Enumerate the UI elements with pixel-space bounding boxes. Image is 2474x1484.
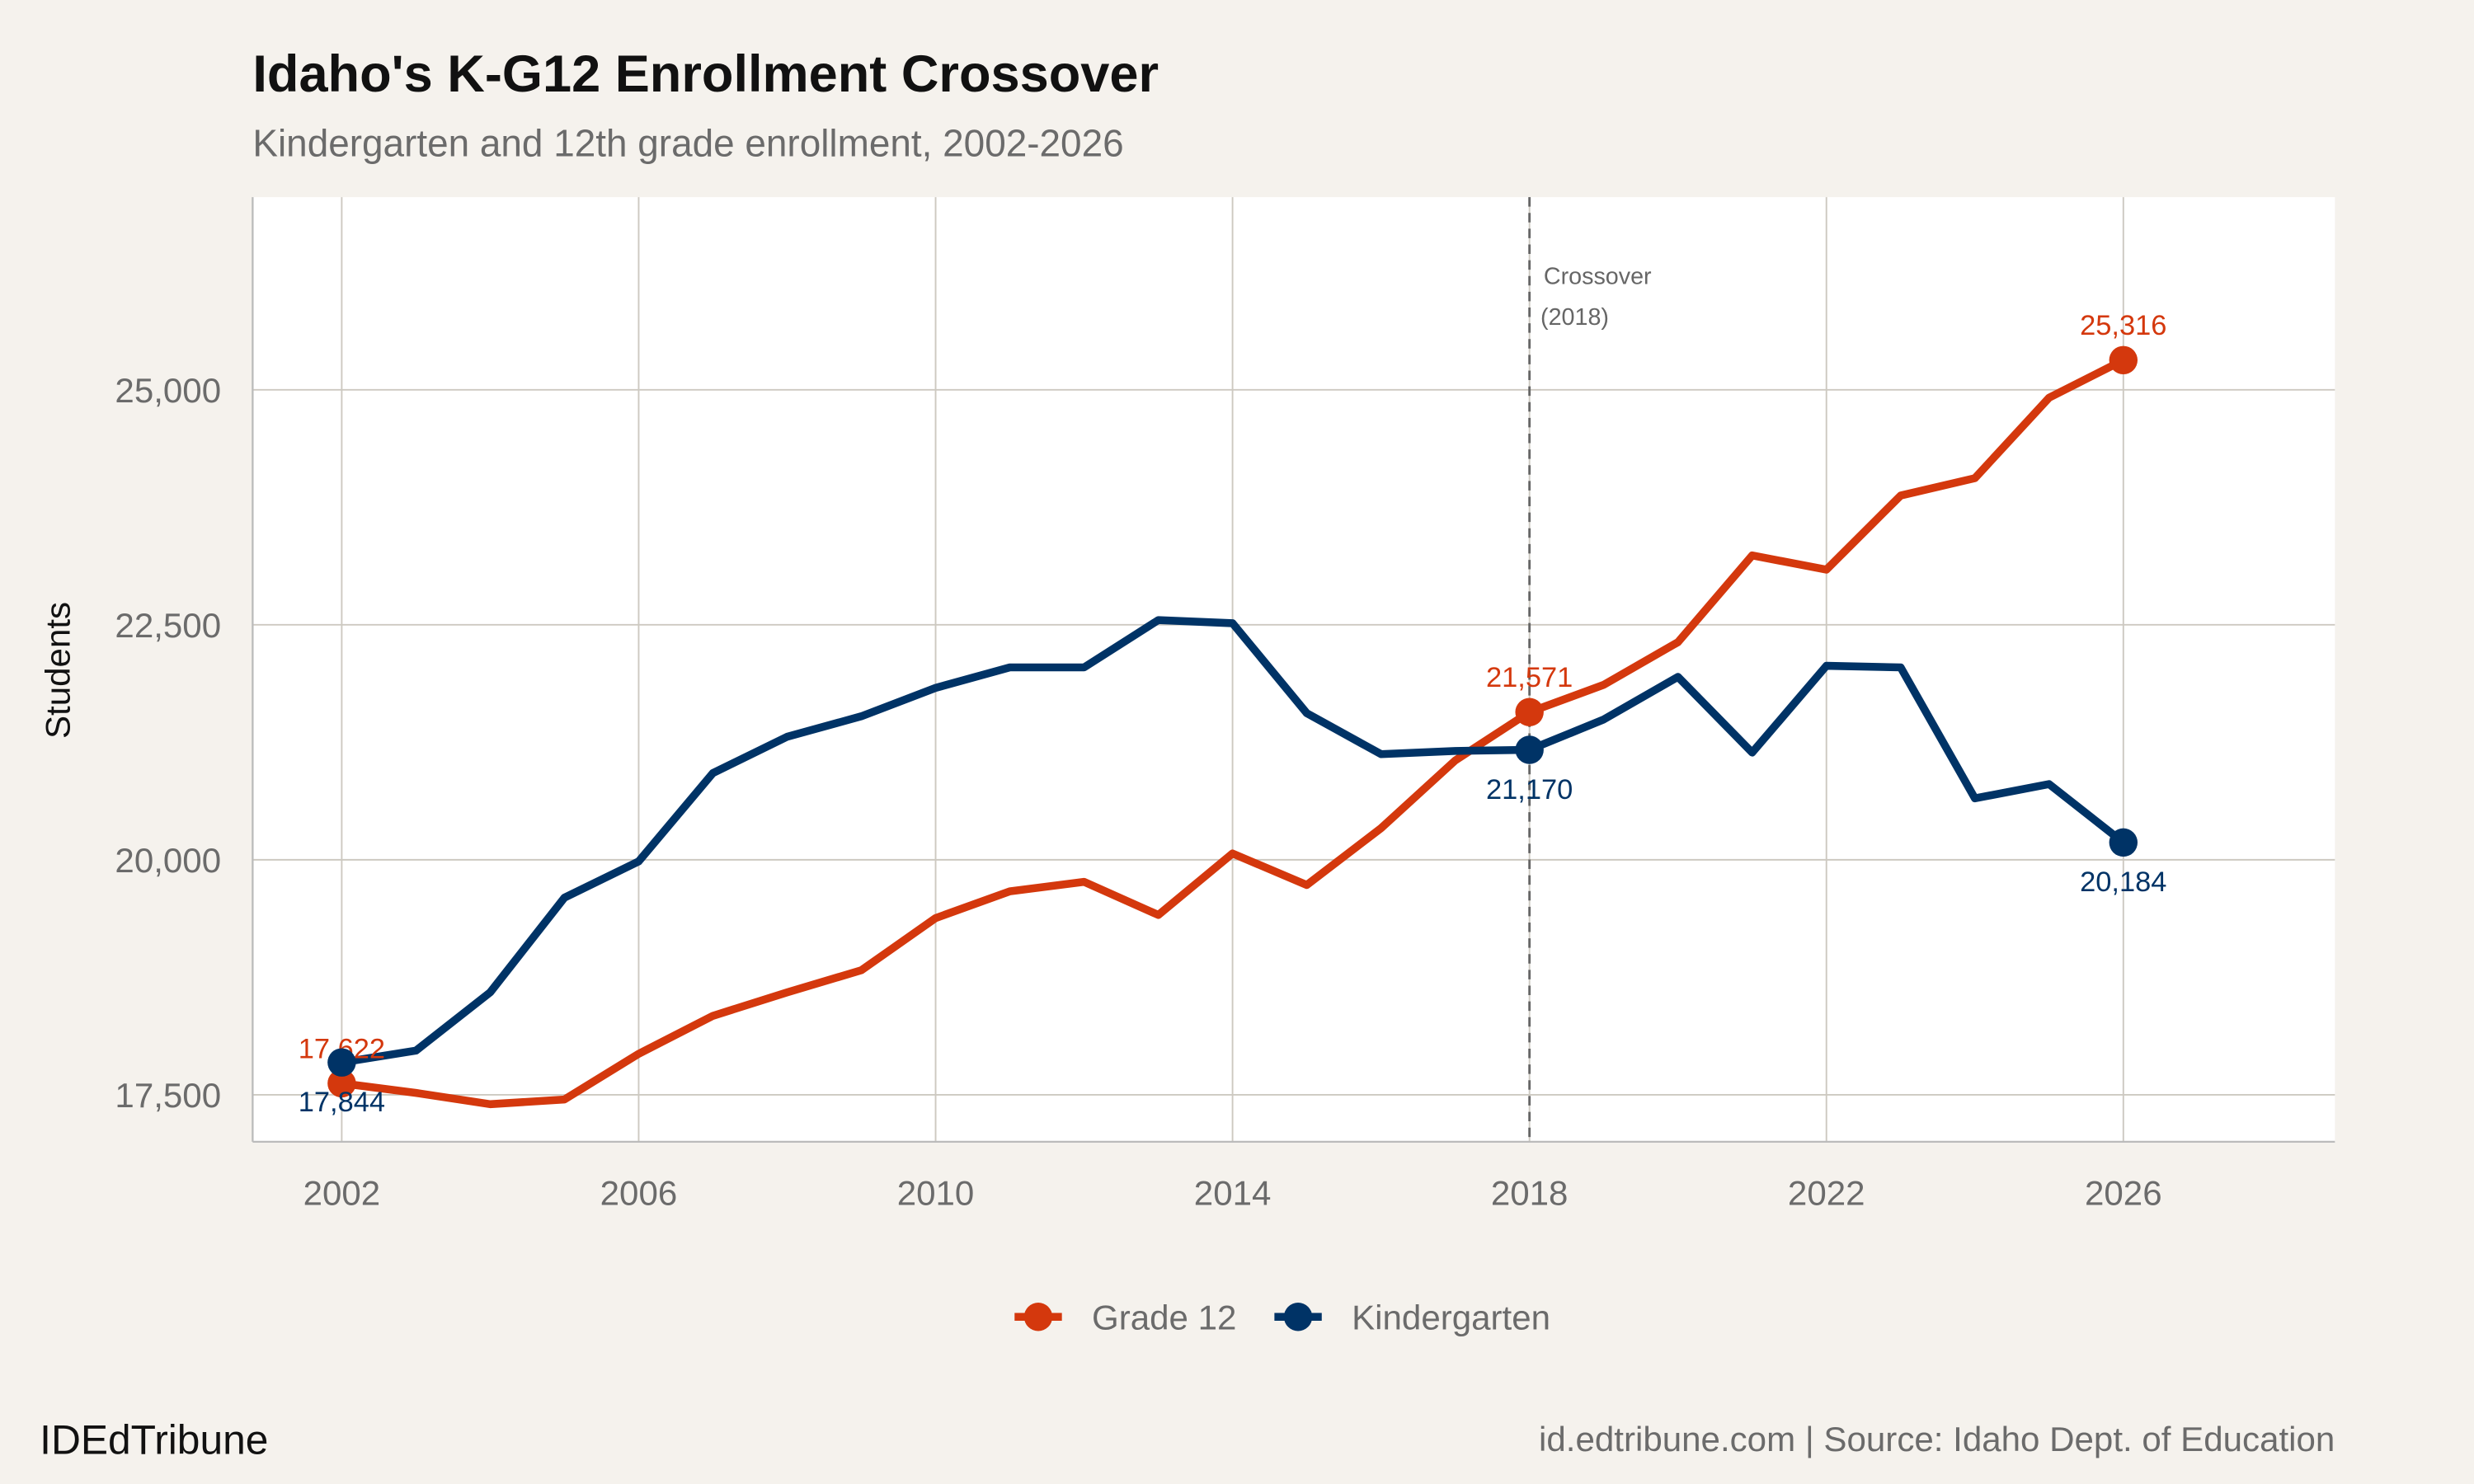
x-tick-label: 2018 <box>1491 1173 1569 1212</box>
data-point <box>1515 697 1544 726</box>
data-point <box>2109 345 2138 375</box>
legend-key-dot <box>1283 1303 1313 1331</box>
x-tick-label: 2014 <box>1194 1173 1272 1212</box>
data-label: 25,316 <box>2080 310 2166 341</box>
crossover-annotation-year: (2018) <box>1540 304 1609 331</box>
data-label: 21,170 <box>1486 774 1573 805</box>
data-label: 20,184 <box>2080 866 2166 898</box>
data-label: 21,571 <box>1486 662 1573 693</box>
crossover-annotation: Crossover <box>1544 263 1652 289</box>
x-tick-label: 2002 <box>303 1173 381 1212</box>
x-tick-label: 2010 <box>897 1173 975 1212</box>
legend-key-dot <box>1023 1303 1053 1331</box>
legend-label: Kindergarten <box>1352 1298 1550 1337</box>
footer-source: id.edtribune.com | Source: Idaho Dept. o… <box>1539 1420 2335 1458</box>
series-line-grade-12 <box>341 356 2125 1109</box>
y-tick-label: 20,000 <box>115 841 221 880</box>
footer-brand: IDEdTribune <box>40 1417 268 1463</box>
data-point <box>327 1048 356 1077</box>
y-axis-label: Students <box>38 602 77 739</box>
data-point <box>327 1068 356 1098</box>
plot-panel <box>252 197 2335 1142</box>
x-tick-label: 2006 <box>600 1173 678 1212</box>
x-tick-label: 2026 <box>2085 1173 2162 1212</box>
chart-subtitle: Kindergarten and 12th grade enrollment, … <box>252 121 1123 164</box>
y-tick-label: 25,000 <box>115 371 221 410</box>
y-tick-label: 22,500 <box>115 606 221 645</box>
chart-title: Idaho's K-G12 Enrollment Crossover <box>252 45 1159 103</box>
legend: Grade 12 Kindergarten <box>1014 1298 1550 1337</box>
data-point <box>2109 828 2138 857</box>
legend-label: Grade 12 <box>1092 1298 1236 1337</box>
data-point <box>1515 735 1544 764</box>
y-tick-label: 17,500 <box>115 1076 221 1115</box>
series-line-kindergarten <box>341 616 2126 1067</box>
data-label: 17,844 <box>299 1087 385 1118</box>
x-tick-label: 2022 <box>1788 1173 1865 1212</box>
